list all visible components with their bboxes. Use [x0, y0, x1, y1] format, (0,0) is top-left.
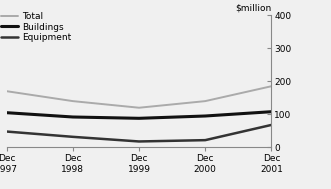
- Buildings: [5, 112, 9, 114]
- Buildings: [71, 116, 75, 118]
- Buildings: [269, 111, 273, 113]
- Line: Equipment: Equipment: [7, 125, 271, 141]
- Legend: Total, Buildings, Equipment: Total, Buildings, Equipment: [1, 12, 71, 42]
- Equipment: [203, 139, 207, 141]
- Buildings: [137, 117, 141, 119]
- Total: [269, 85, 273, 87]
- Total: [5, 90, 9, 92]
- Equipment: [71, 136, 75, 138]
- Equipment: [269, 124, 273, 126]
- Line: Total: Total: [7, 86, 271, 108]
- Buildings: [203, 115, 207, 117]
- Total: [203, 100, 207, 102]
- Line: Buildings: Buildings: [7, 112, 271, 118]
- Total: [137, 107, 141, 109]
- Equipment: [137, 140, 141, 143]
- Text: $million: $million: [235, 3, 271, 12]
- Total: [71, 100, 75, 102]
- Equipment: [5, 130, 9, 133]
